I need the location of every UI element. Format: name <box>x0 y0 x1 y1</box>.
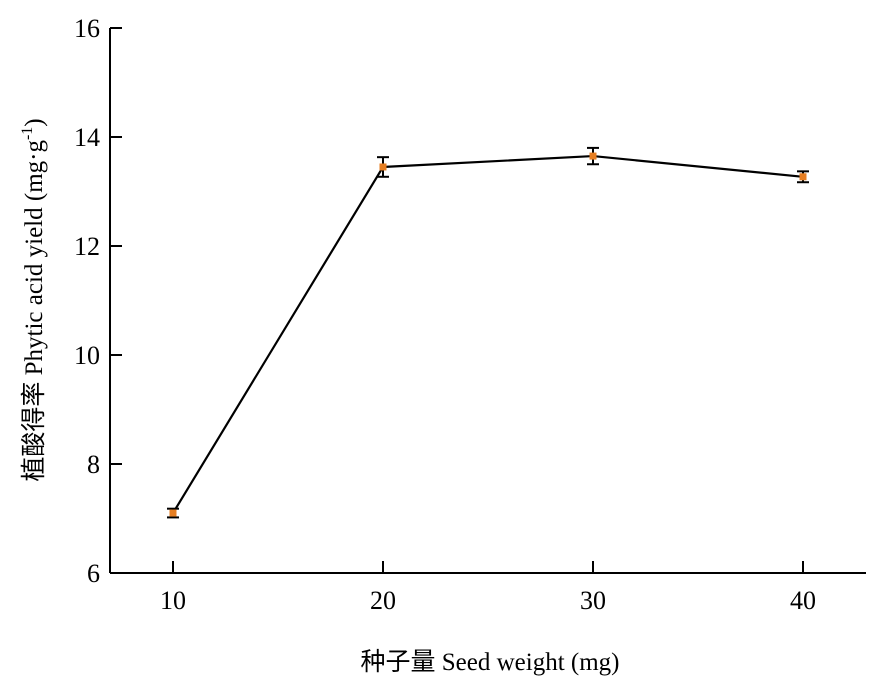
y-tick-label: 14 <box>74 123 100 152</box>
data-point-marker <box>799 173 807 181</box>
data-point-marker <box>589 152 597 160</box>
x-tick-label: 10 <box>160 586 186 615</box>
data-point-marker <box>379 163 387 171</box>
y-axis-title-suffix: ) <box>21 118 48 126</box>
data-point-marker <box>169 509 177 517</box>
y-tick-label: 10 <box>74 341 100 370</box>
x-axis-title: 种子量 Seed weight (mg) <box>361 648 620 676</box>
y-tick-label: 16 <box>74 14 100 43</box>
y-axis-title-main: 植酸得率 Phytic acid yield (mg·g <box>20 140 48 482</box>
y-axis-title: 植酸得率 Phytic acid yield (mg·g-1) <box>19 118 48 481</box>
series <box>167 146 809 519</box>
ticks: 6 8 10 12 14 16 10 20 30 40 <box>74 14 816 615</box>
x-tick-label: 20 <box>370 586 396 615</box>
x-tick-label: 40 <box>790 586 816 615</box>
y-tick-label: 6 <box>87 559 100 588</box>
x-tick-label: 30 <box>580 586 606 615</box>
y-axis-title-superscript: -1 <box>19 127 36 140</box>
y-tick-label: 8 <box>87 450 100 479</box>
axes <box>109 28 866 574</box>
y-tick-label: 12 <box>74 232 100 261</box>
series-line <box>172 154 804 514</box>
